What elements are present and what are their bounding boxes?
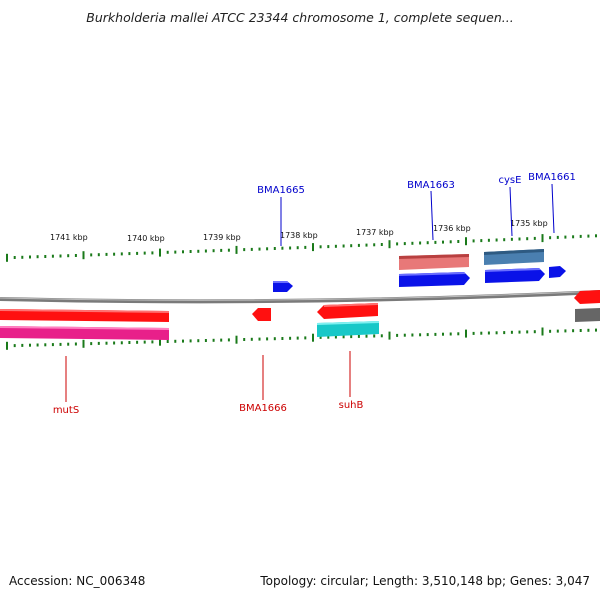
topology-text: Topology: circular; Length: 3,510,148 bp… bbox=[260, 574, 590, 588]
chromosome-backbone bbox=[0, 290, 600, 304]
gene-label-suhB[interactable]: suhB bbox=[339, 400, 364, 411]
gene-suhB-pseudo[interactable] bbox=[317, 321, 379, 337]
gene-mutS-pseudo[interactable] bbox=[0, 326, 169, 340]
scale-label: 1738 kbp bbox=[280, 231, 318, 240]
label-leader bbox=[551, 183, 555, 234]
gene-suhB[interactable] bbox=[317, 303, 378, 319]
gene-right-pseudo[interactable] bbox=[575, 308, 600, 322]
gene-cysE-pseudo[interactable] bbox=[484, 249, 544, 265]
upper-tick-track bbox=[6, 234, 597, 262]
gene-label-BMA1665[interactable]: BMA1665 bbox=[257, 185, 305, 196]
gene-label-cysE[interactable]: cysE bbox=[499, 175, 522, 186]
label-leader bbox=[430, 190, 434, 241]
gene-mutS[interactable] bbox=[0, 309, 169, 322]
map-title: Burkholderia mallei ATCC 23344 chromosom… bbox=[86, 10, 514, 25]
gene-cysE[interactable] bbox=[485, 268, 545, 283]
scale-label: 1739 kbp bbox=[203, 233, 241, 242]
scale-label: 1735 kbp bbox=[510, 219, 548, 228]
label-leader bbox=[509, 186, 513, 237]
gene-label-BMA1661[interactable]: BMA1661 bbox=[528, 172, 576, 183]
gene-right-reverse[interactable] bbox=[574, 290, 600, 304]
accession-text: Accession: NC_006348 bbox=[9, 574, 146, 588]
lower-tick-track bbox=[6, 327, 597, 350]
gene-BMA1661[interactable] bbox=[549, 266, 566, 278]
scale-label: 1741 kbp bbox=[50, 233, 88, 242]
scale-label: 1737 kbp bbox=[356, 228, 394, 237]
gene-BMA1663-pseudo[interactable] bbox=[399, 254, 469, 270]
gene-BMA1666[interactable] bbox=[252, 308, 271, 321]
gene-label-BMA1666[interactable]: BMA1666 bbox=[239, 403, 287, 414]
scale-label: 1740 kbp bbox=[127, 234, 165, 243]
gene-label-mutS[interactable]: mutS bbox=[53, 405, 79, 416]
gene-BMA1663[interactable] bbox=[399, 272, 470, 287]
chromosome-backbone-highlight bbox=[0, 290, 600, 301]
gene-BMA1665[interactable] bbox=[273, 281, 293, 292]
gene-label-BMA1663[interactable]: BMA1663 bbox=[407, 180, 455, 191]
scale-label: 1736 kbp bbox=[433, 224, 471, 233]
